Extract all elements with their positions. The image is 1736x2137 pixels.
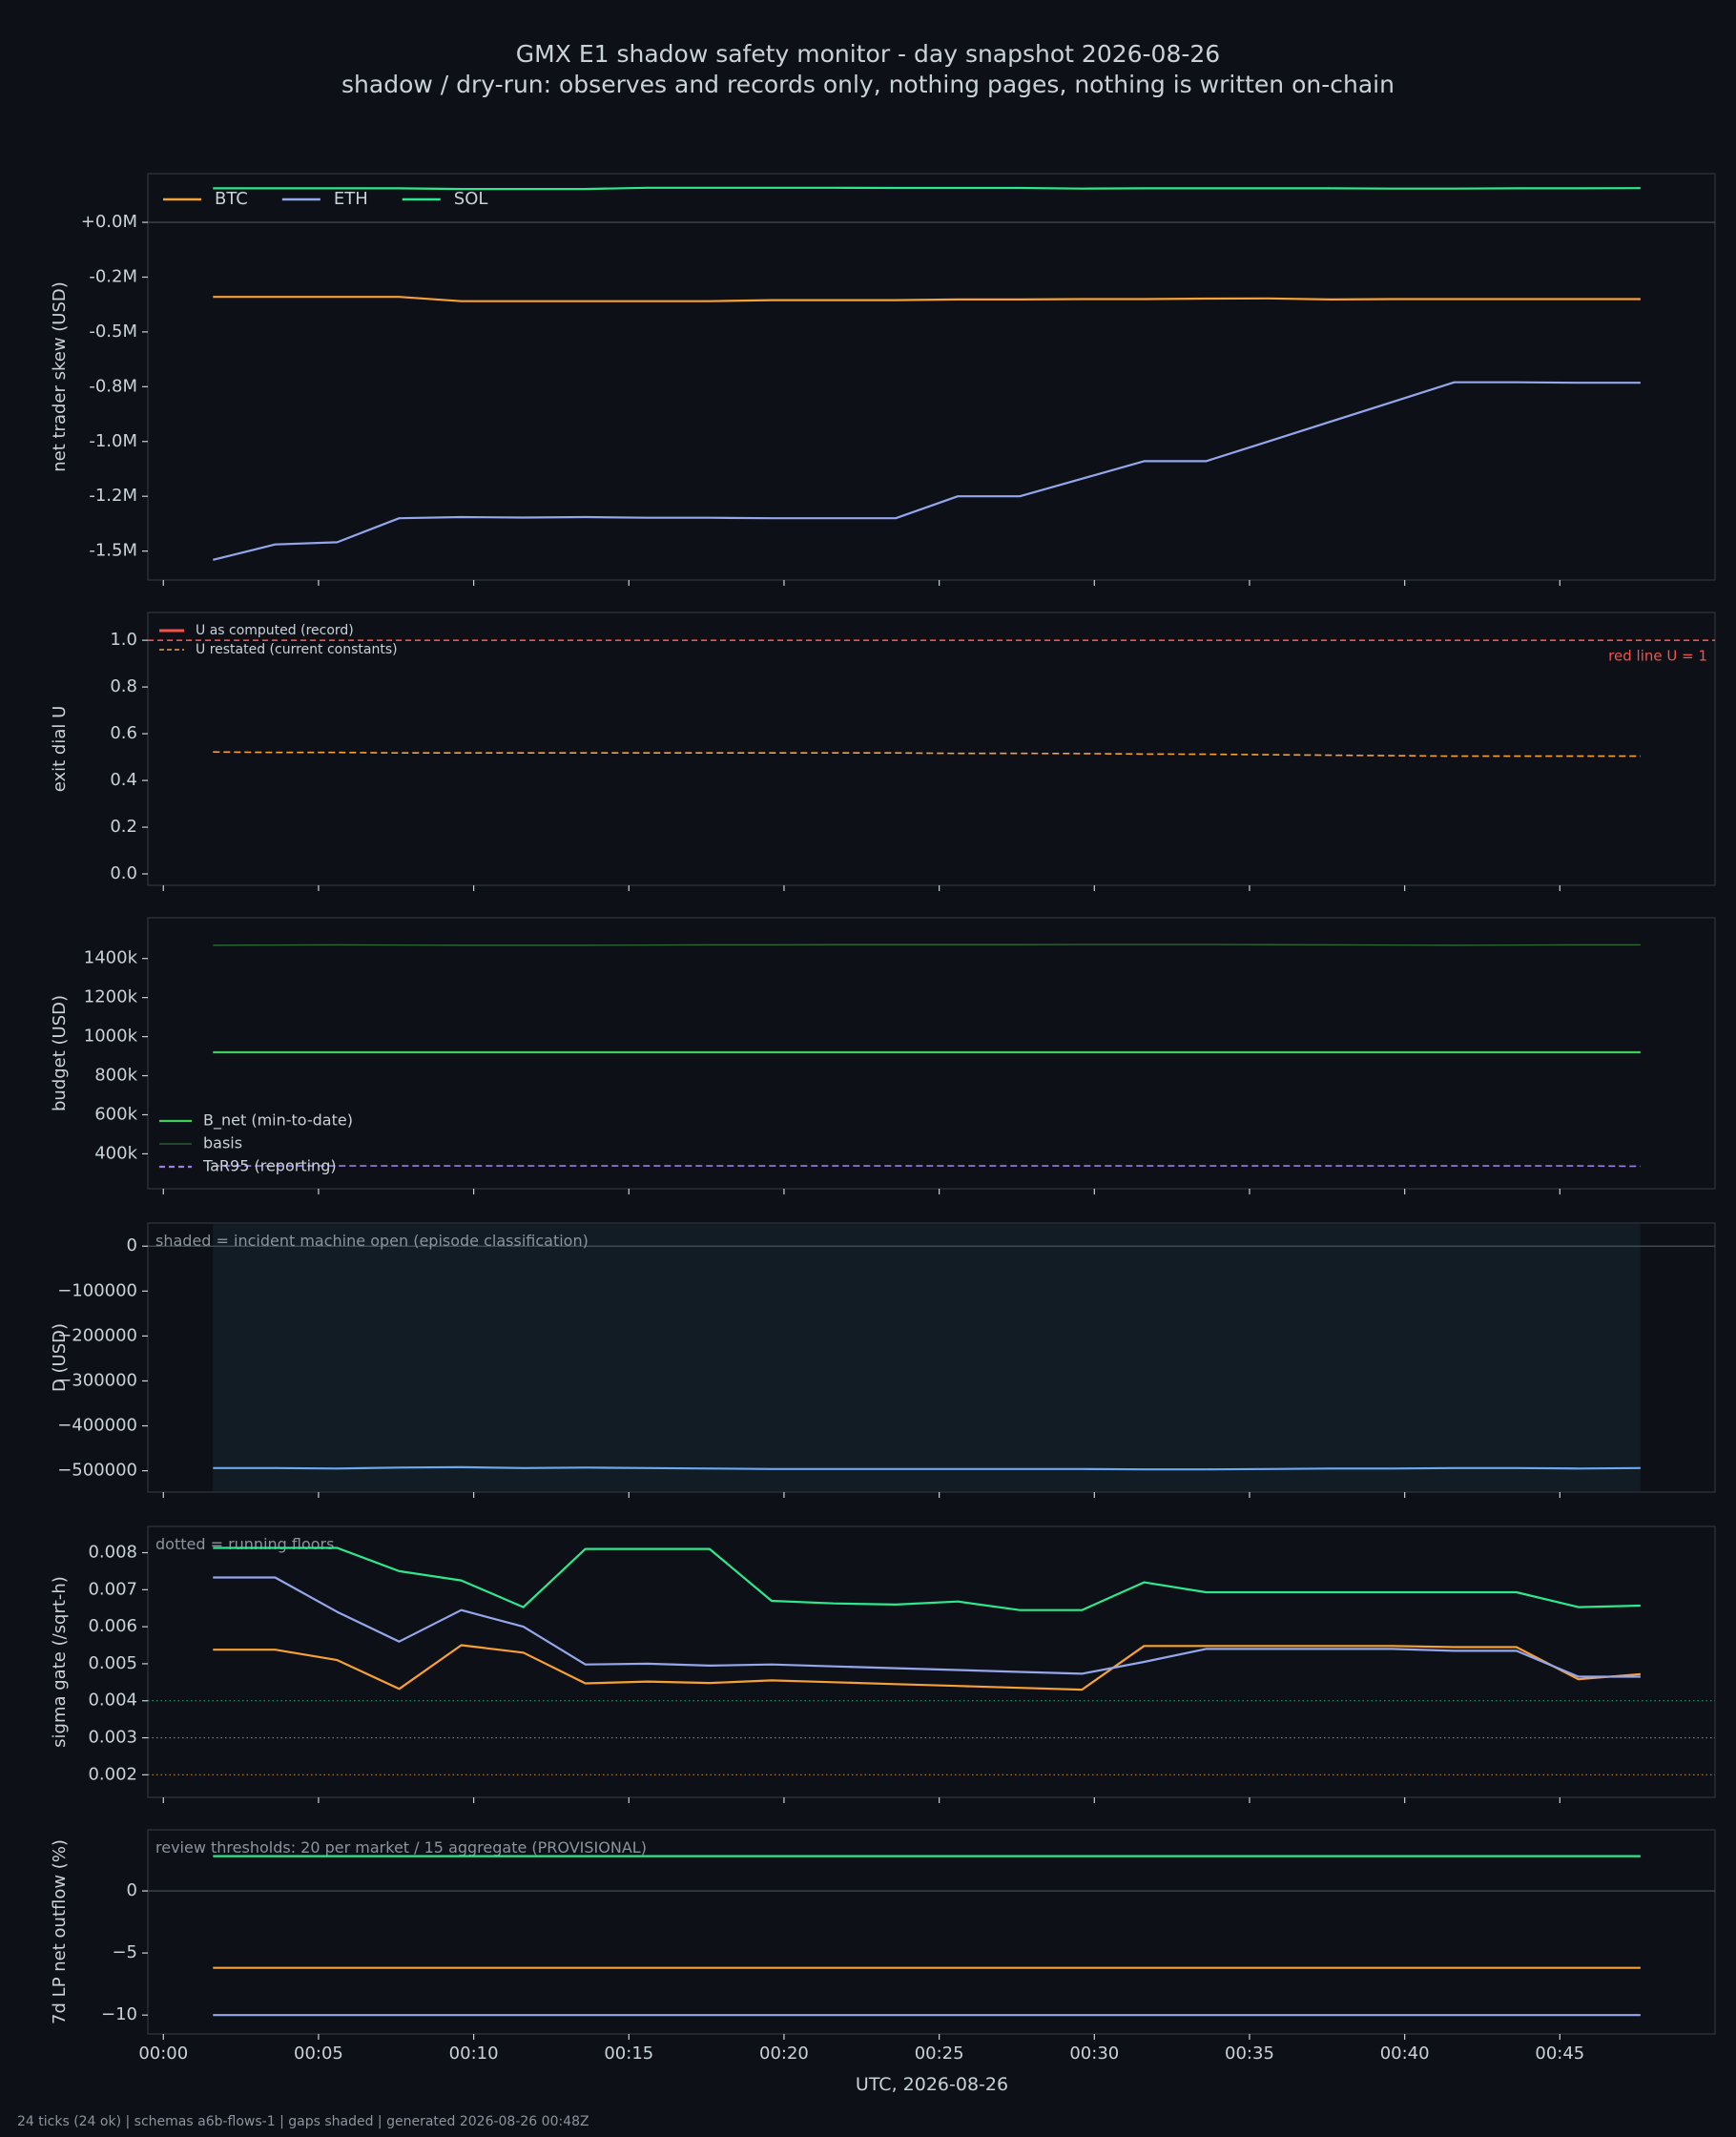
- y-tick-label: 0.8: [110, 676, 137, 696]
- y-axis-label: exit dial U: [50, 706, 70, 793]
- legend-label: basis: [203, 1134, 242, 1152]
- y-tick-label: -1.0M: [89, 431, 137, 451]
- y-tick-label: 0.007: [88, 1579, 137, 1599]
- legend-label: B_net (min-to-date): [203, 1111, 353, 1131]
- legend-item: SOL: [402, 189, 488, 209]
- legend-item: U as computed (record): [159, 623, 354, 638]
- y-tick-label: 600k: [94, 1104, 137, 1124]
- y-tick-label: -1.5M: [89, 541, 137, 561]
- x-tick-label: 00:00: [138, 2044, 188, 2064]
- y-tick-label: 0.6: [110, 723, 137, 743]
- legend-label: U restated (current constants): [196, 642, 398, 657]
- y-axis-label: sigma gate (/sqrt-h): [50, 1576, 70, 1748]
- panel-annotation: review thresholds: 20 per market / 15 ag…: [155, 1838, 647, 1857]
- x-tick-label: 00:40: [1380, 2044, 1430, 2064]
- y-tick-label: -1.2M: [89, 486, 137, 506]
- x-tick-label: 00:05: [294, 2044, 343, 2064]
- panel-exit: red line U = 1 0.0 0.2 0.4 0.6 0.8 1.0 exit dia…: [50, 612, 1716, 891]
- y-tick-label: 0.005: [88, 1653, 137, 1673]
- y-tick-label: 1200k: [84, 987, 138, 1007]
- y-tick-label: -0.2M: [89, 266, 137, 286]
- y-axis-label: D (USD): [50, 1323, 70, 1392]
- x-tick-label: 00:25: [915, 2044, 964, 2064]
- y-tick-label: −500000: [57, 1461, 137, 1481]
- y-tick-label: −5: [112, 1942, 137, 1962]
- panel-drawdown: 0 −100000 −200000 −300000 −400000 −500000 D (U…: [50, 1222, 1716, 1498]
- red-line-label: red line U = 1: [1608, 647, 1707, 664]
- incident-shade: [213, 1224, 1641, 1491]
- legend-item: basis: [159, 1134, 242, 1152]
- y-tick-label: −100000: [57, 1280, 137, 1300]
- series-line-u-restated-current-constants-: [213, 751, 1641, 757]
- y-tick-label: −10: [101, 2004, 137, 2024]
- legend-label: SOL: [454, 189, 488, 209]
- y-tick-label: 0.002: [88, 1764, 137, 1784]
- y-tick-label: 0.4: [110, 770, 137, 790]
- legend-label: ETH: [334, 189, 368, 209]
- y-tick-label: 800k: [94, 1066, 137, 1086]
- series-line-basis: [213, 944, 1641, 946]
- x-axis-label: UTC, 2026-08-26: [855, 2074, 1009, 2095]
- panel-lp: 0 −5 −1000:00 00:05 00:10 00:15 00:20 00:25 00:3…: [50, 1829, 1716, 2064]
- y-tick-label: −200000: [57, 1325, 137, 1345]
- y-tick-label: 400k: [94, 1143, 137, 1163]
- series-line-sol: [213, 186, 1641, 191]
- y-tick-label: 0.004: [88, 1691, 137, 1711]
- y-tick-label: 0.2: [110, 817, 137, 837]
- legend-label: U as computed (record): [196, 623, 354, 638]
- panel-frame: [147, 1829, 1716, 2035]
- legend-label: BTC: [215, 189, 248, 209]
- series-line-eth: [213, 1576, 1641, 1678]
- page-subtitle: shadow / dry-run: observes and records o…: [341, 71, 1395, 98]
- series-line-btc: [213, 296, 1641, 302]
- y-axis-label: net trader skew (USD): [50, 281, 70, 472]
- legend-item: B_net (min-to-date): [159, 1111, 353, 1131]
- panel-annotation: dotted = running floors: [155, 1535, 334, 1553]
- panel-annotation: shaded = incident machine open (episode …: [155, 1232, 589, 1250]
- y-tick-label: 0: [127, 1880, 137, 1900]
- footer-status: 24 ticks (24 ok) | schemas a6b-flows-1 |…: [17, 2114, 589, 2129]
- x-tick-label: 00:10: [449, 2044, 499, 2064]
- y-axis-label: 7d LP net outflow (%): [50, 1839, 70, 2024]
- panel-frame: [147, 173, 1716, 581]
- series-line-btc: [213, 1644, 1641, 1691]
- legend-label: TaR95 (reporting): [202, 1157, 337, 1175]
- panel-skew: +0.0M -0.2M -0.5M -0.8M -1.0M -1.2M -1.5M net t…: [50, 173, 1716, 586]
- panel-frame: [147, 612, 1716, 886]
- series-line-sol: [213, 1546, 1641, 1611]
- x-tick-label: 00:20: [759, 2044, 809, 2064]
- x-tick-label: 00:35: [1225, 2044, 1274, 2064]
- y-tick-label: -0.8M: [89, 376, 137, 396]
- y-tick-label: 1400k: [84, 948, 138, 968]
- y-tick-label: 0.003: [88, 1728, 137, 1748]
- legend-item: U restated (current constants): [159, 642, 398, 657]
- legend-item: BTC: [163, 189, 248, 209]
- y-tick-label: 1000k: [84, 1027, 138, 1047]
- series-line-eth: [213, 381, 1641, 561]
- legend-item: TaR95 (reporting): [159, 1157, 337, 1175]
- legend-item: ETH: [281, 189, 368, 209]
- y-tick-label: 0.008: [88, 1543, 137, 1563]
- x-tick-label: 00:15: [604, 2044, 653, 2064]
- y-tick-label: -0.5M: [89, 322, 137, 342]
- y-tick-label: +0.0M: [81, 212, 137, 232]
- panel-sigma: 0.002 0.003 0.004 0.005 0.006 0.007 0.008 sigma…: [50, 1525, 1716, 1803]
- panel-frame: [147, 1525, 1716, 1798]
- y-tick-label: 0: [127, 1235, 137, 1255]
- y-tick-label: 1.0: [110, 630, 137, 650]
- page-title: GMX E1 shadow safety monitor - day snaps…: [515, 40, 1221, 68]
- series-line-d: [213, 1465, 1641, 1471]
- x-tick-label: 00:30: [1069, 2044, 1119, 2064]
- y-tick-label: 0.0: [110, 863, 137, 883]
- panel-budget: 400k 600k 800k 1000k 1200k 1400k budget (USD) B…: [50, 917, 1716, 1194]
- y-axis-label: budget (USD): [50, 995, 70, 1111]
- y-tick-label: −400000: [57, 1416, 137, 1436]
- y-tick-label: −300000: [57, 1370, 137, 1390]
- y-tick-label: 0.006: [88, 1616, 137, 1636]
- x-tick-label: 00:45: [1535, 2044, 1584, 2064]
